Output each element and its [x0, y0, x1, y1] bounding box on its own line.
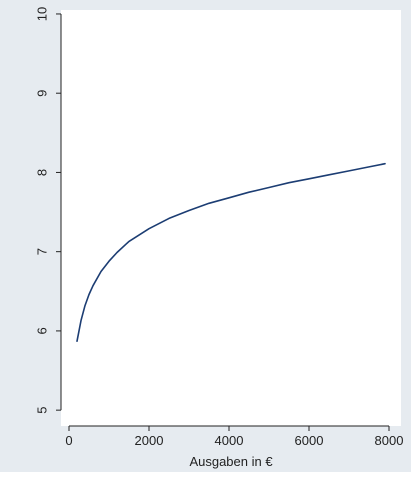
x-tick-label: 2000	[135, 433, 164, 448]
y-tick-label: 9	[34, 90, 49, 97]
y-tick-label: 8	[34, 169, 49, 176]
y-axis: 5 6 7 8 9 10	[34, 7, 62, 414]
x-tick-label: 6000	[295, 433, 324, 448]
y-tick-label: 10	[34, 7, 49, 21]
x-axis: 0 2000 4000 6000 8000	[65, 425, 404, 448]
y-tick-label: 6	[34, 327, 49, 334]
x-tick-label: 4000	[215, 433, 244, 448]
y-tick-label: 5	[34, 407, 49, 414]
series-line	[76, 162, 386, 343]
series-layer	[76, 162, 386, 343]
plot-area	[61, 10, 401, 426]
y-tick-label: 7	[34, 248, 49, 255]
x-axis-title: Ausgaben in €	[189, 454, 273, 469]
x-tick-label: 8000	[375, 433, 404, 448]
x-tick-label: 0	[65, 433, 72, 448]
